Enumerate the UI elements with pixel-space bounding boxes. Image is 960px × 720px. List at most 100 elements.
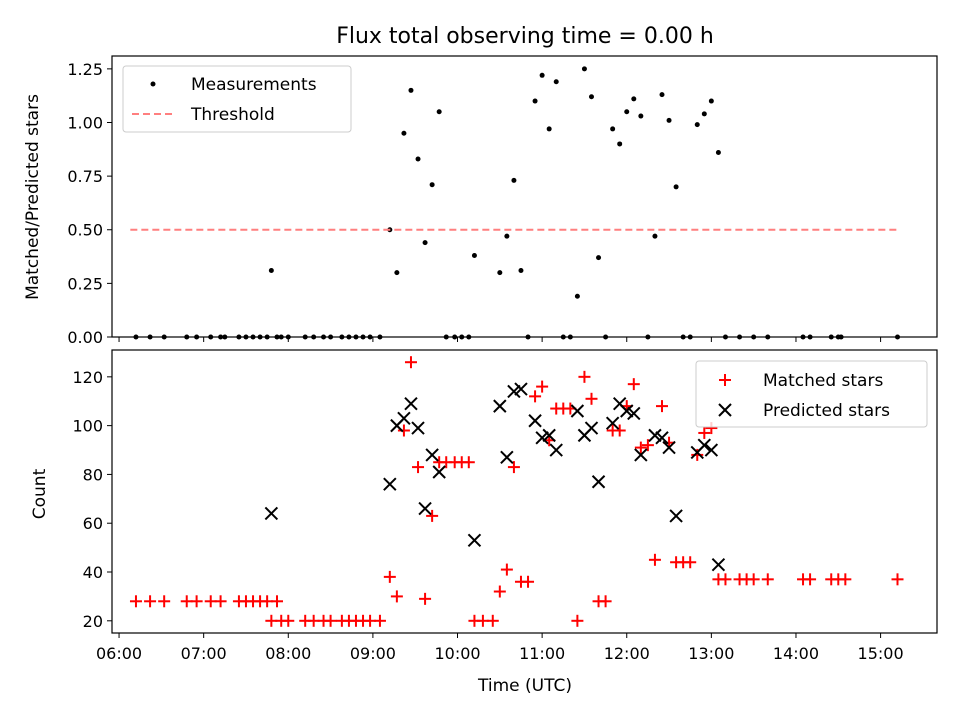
measurement-point: [574, 293, 580, 299]
measurement-point: [666, 117, 672, 123]
bottom-y-tick-label: 80: [83, 465, 103, 484]
matched-star-marker: [578, 370, 591, 383]
measurement-point: [617, 141, 623, 147]
predicted-star-marker: [584, 421, 599, 435]
matched-star-marker: [390, 590, 403, 603]
x-axis-label: Time (UTC): [477, 676, 572, 696]
legend-measurements-marker: [150, 81, 156, 87]
matched-star-marker: [507, 461, 520, 474]
predicted-star-marker: [704, 443, 719, 457]
x-tick-label: 11:00: [519, 644, 565, 663]
matched-star-marker: [634, 441, 647, 454]
top-y-tick-label: 0.75: [67, 167, 103, 186]
matched-star-marker: [486, 614, 499, 627]
x-tick-label: 08:00: [265, 644, 311, 663]
predicted-star-marker: [669, 509, 683, 523]
measurement-point: [504, 233, 510, 239]
legend-matched-marker: [719, 374, 731, 386]
predicted-star-marker: [591, 475, 606, 489]
measurement-point: [539, 72, 545, 78]
predicted-star-marker: [605, 416, 620, 430]
predicted-star-marker: [514, 382, 528, 396]
x-tick-label: 06:00: [96, 644, 142, 663]
matched-star-marker: [747, 573, 760, 586]
top-y-tick-label: 0.50: [67, 221, 103, 240]
matched-star-marker: [627, 378, 640, 391]
measurement-point: [588, 94, 594, 100]
top-panel: 0.00 0.25 0.50 0.75 1.00 1.25 Matched/Predict…: [23, 55, 938, 347]
measurement-point: [497, 270, 503, 276]
predicted-star-marker: [425, 448, 439, 462]
predicted-star-marker: [549, 443, 563, 457]
measurement-point: [471, 252, 477, 258]
bottom-legend: Matched stars Predicted stars: [695, 360, 928, 428]
x-tick-label: 07:00: [181, 644, 227, 663]
matched-star-marker: [282, 614, 295, 627]
measurement-point: [422, 240, 428, 246]
predicted-star-marker: [418, 501, 432, 516]
x-tick-label: 13:00: [688, 644, 734, 663]
x-tick-label: 12:00: [604, 644, 650, 663]
measurement-point: [401, 130, 407, 136]
predicted-star-marker: [383, 477, 397, 491]
measurement-point: [581, 66, 587, 72]
legend-threshold-label: Threshold: [190, 105, 275, 125]
matched-star-marker: [214, 595, 227, 608]
predicted-star-marker: [500, 450, 514, 465]
matched-star-marker: [129, 595, 142, 608]
matched-star-marker: [404, 356, 417, 369]
predicted-star-marker: [620, 404, 634, 418]
measurement-point: [268, 268, 274, 274]
bottom-axes-frame: [111, 349, 938, 634]
measurement-point: [429, 182, 435, 188]
matched-star-marker: [571, 614, 584, 627]
predicted-star-marker: [535, 431, 549, 445]
predicted-star-marker: [528, 414, 542, 428]
matched-star-marker: [419, 592, 432, 605]
predicted-star-marker: [627, 406, 641, 421]
matched-star-marker: [691, 448, 704, 461]
measurement-point: [436, 109, 442, 115]
measurement-point: [701, 111, 707, 117]
legend-matched-label: Matched stars: [763, 371, 883, 391]
bottom-panel: 06:00 07:00 08:00 09:00 10:00 11:00 12:00 13:00…: [30, 349, 938, 663]
matched-star-marker: [839, 573, 852, 586]
matched-star-marker: [891, 573, 904, 586]
matched-star-marker: [271, 595, 283, 608]
bottom-axis-ticks: 06:00 07:00 08:00 09:00 10:00 11:00 12:00 13:00…: [72, 368, 903, 663]
measurement-point: [708, 98, 714, 104]
matched-star-marker: [493, 585, 506, 598]
matched-star-marker: [599, 595, 612, 608]
legend-measurements-label: Measurements: [191, 75, 317, 95]
matched-star-marker: [684, 556, 697, 569]
predicted-star-marker: [404, 396, 418, 411]
top-y-axis-label: Matched/Predicted stars: [23, 94, 43, 300]
matched-star-marker: [500, 563, 513, 576]
matched-star-marker: [613, 424, 626, 437]
bottom-y-axis-label: Count: [30, 468, 50, 519]
measurement-point: [624, 109, 630, 115]
matched-star-marker: [412, 461, 425, 474]
matched-star-marker: [804, 573, 817, 586]
measurement-point: [715, 150, 721, 156]
x-tick-label: 09:00: [350, 644, 396, 663]
bottom-plot-marks: [129, 356, 904, 627]
measurement-point: [694, 122, 700, 128]
measurement-point: [673, 184, 679, 190]
top-y-tick-label: 1.00: [67, 113, 103, 132]
measurement-point: [394, 270, 400, 276]
matched-star-marker: [648, 553, 661, 566]
matched-star-marker: [698, 426, 711, 439]
matched-star-marker: [761, 573, 774, 586]
measurement-point: [659, 92, 665, 98]
matched-star-marker: [426, 509, 439, 522]
matched-star-marker: [641, 439, 654, 452]
x-tick-label: 10:00: [434, 644, 480, 663]
matched-star-marker: [719, 573, 732, 586]
x-tick-label: 14:00: [773, 644, 819, 663]
measurement-point: [553, 79, 559, 85]
matched-star-marker: [529, 390, 542, 403]
legend-predicted-marker: [718, 403, 732, 417]
top-axis-ticks: 0.00 0.25 0.50 0.75 1.00 1.25: [67, 60, 882, 347]
